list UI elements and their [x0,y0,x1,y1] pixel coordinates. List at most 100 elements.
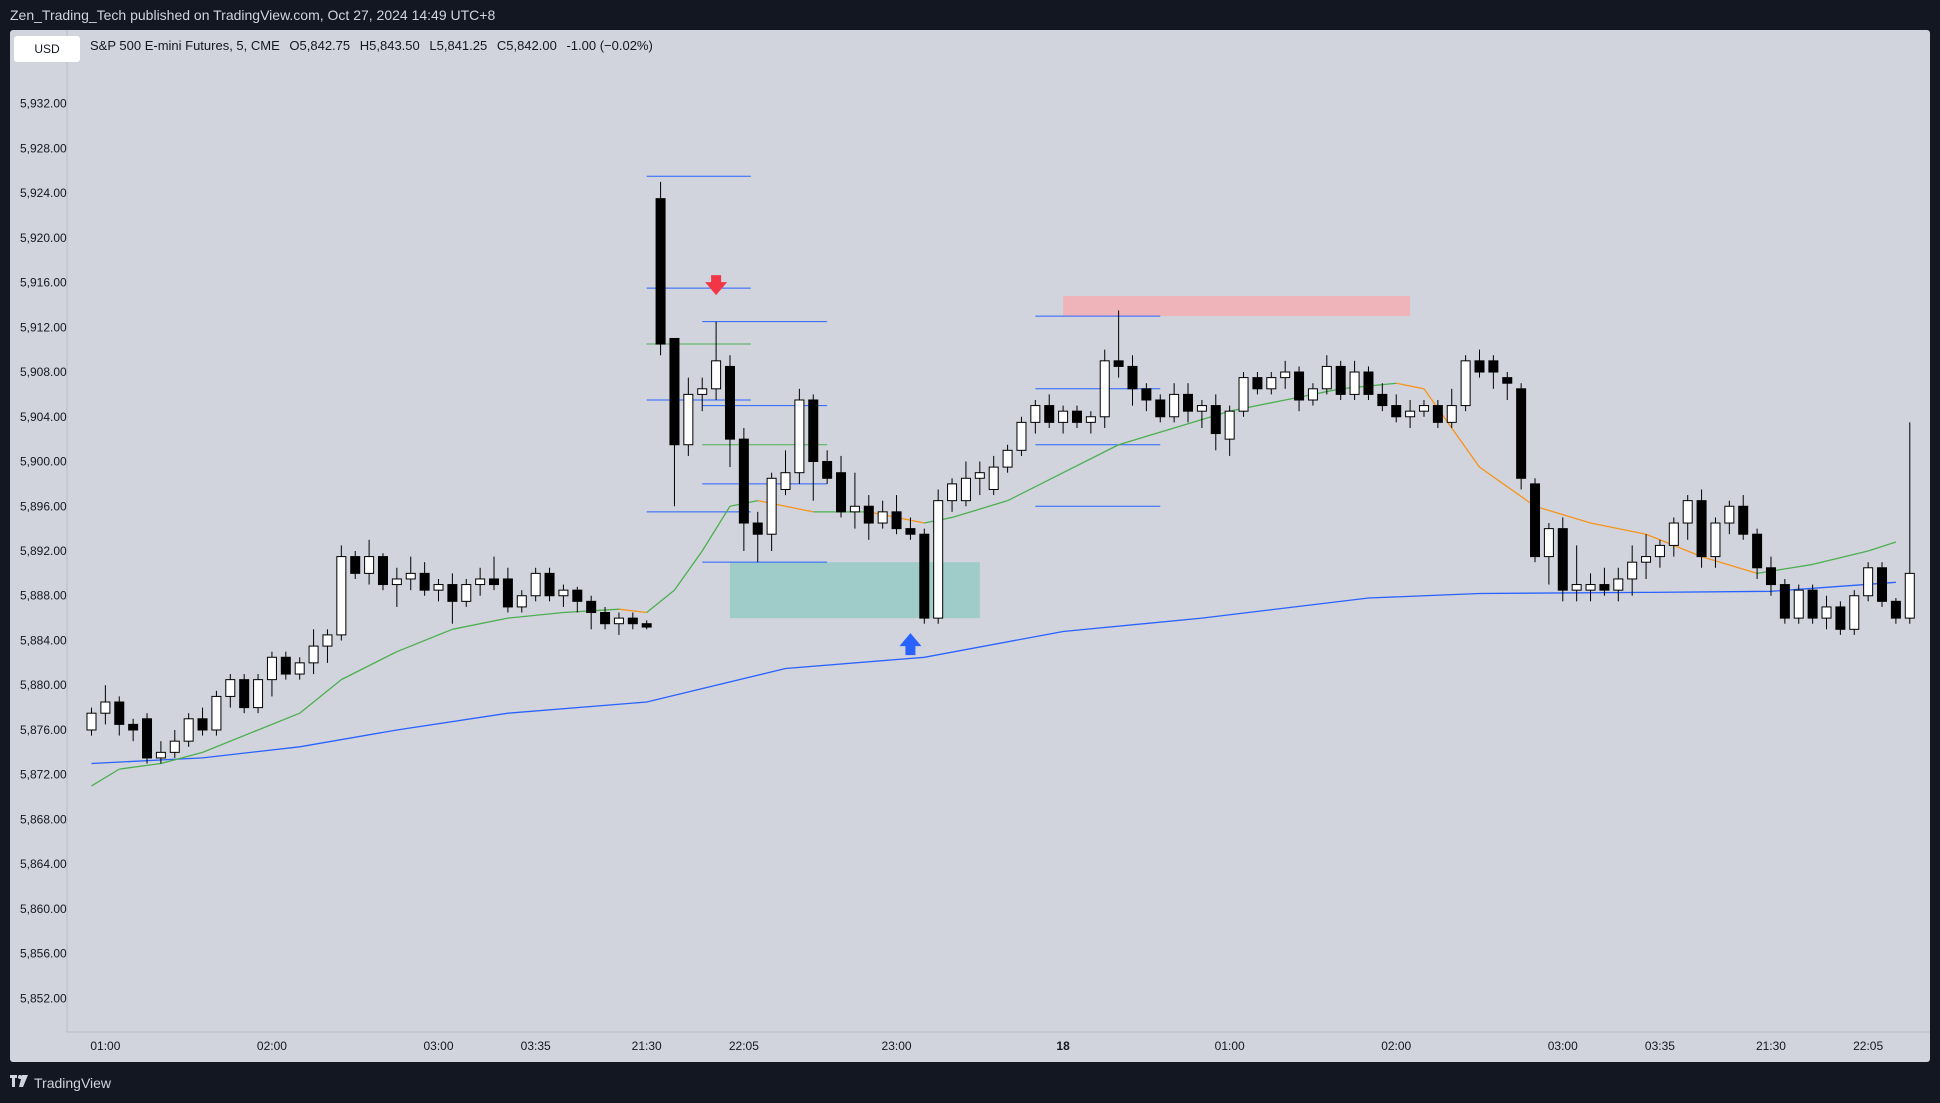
price-tick-label: 5,900.00 [20,455,67,469]
ema-short-segment [452,617,509,630]
candle-body [1724,505,1735,524]
candle-body [1488,360,1499,373]
candle-body [391,578,402,586]
ema-short-segment [1867,541,1897,552]
candle-body [836,472,847,513]
ema-short-segment [1118,427,1175,446]
candle-body [461,584,472,602]
candle-body [1391,405,1402,418]
time-tick-label: 01:00 [1215,1039,1245,1053]
candle-body [1668,522,1679,546]
candle-body [1238,377,1249,412]
candle-body [544,572,555,597]
ema-short-segment [1756,563,1813,575]
candle-body [1127,365,1138,390]
price-tick-label: 5,872.00 [20,768,67,782]
time-tick-label: 03:35 [521,1039,551,1053]
candle-body [364,556,375,574]
ema-short-segment [257,712,300,731]
ema-short-segment [673,550,703,591]
currency-button[interactable]: USD [14,36,80,62]
supply-zone [1063,295,1411,317]
candle-body [1460,360,1471,407]
candle-body [1516,388,1527,479]
candle-body [863,505,874,524]
legend-high: H5,843.50 [359,38,420,53]
candle-body [502,578,513,608]
candle-body [891,511,902,530]
candle-body [1530,483,1541,558]
candle-body [1016,421,1027,451]
candle-body [489,578,500,586]
candle-body [308,645,319,664]
candle-body [1599,584,1610,591]
candle-body [350,556,361,574]
ema-short-segment [507,611,564,619]
candle-body [1294,371,1305,401]
candle-body [142,718,153,759]
chart-pane[interactable]: 5,932.00 5,928.00 5,924.00 5,920.00 5,916.00… [10,30,1930,1062]
ema-short-segment [1534,505,1591,524]
candle-body [1432,405,1443,423]
candle-body [919,533,930,619]
ema-short-segment [618,608,647,614]
ema-short-segment [91,768,120,787]
time-tick-label: 03:00 [423,1039,453,1053]
candle-body [1252,377,1263,390]
price-tick-label: 5,908.00 [20,365,67,379]
price-tick-label: 5,892.00 [20,544,67,558]
candle-body [253,679,264,709]
price-tick-label: 5,924.00 [20,186,67,200]
candle-body [294,662,305,675]
candle-body [1335,365,1346,395]
candle-body [1169,393,1180,418]
candle-body [1863,567,1874,597]
ema-short-segment [951,500,1008,519]
tradingview-logo-icon [10,1072,28,1094]
candle-body [572,589,583,602]
candle-body [447,584,458,602]
candle-body [1321,365,1332,390]
candle-body [1502,377,1513,384]
time-tick-label: 21:30 [632,1039,662,1053]
candle-body [183,718,194,742]
candle-body [1058,410,1069,423]
footer-brand[interactable]: TradingView [10,1072,111,1094]
candle-body [1446,405,1457,423]
candle-body [974,472,985,479]
candle-body [1307,388,1318,401]
candle-body [780,472,791,490]
ema-short-segment [341,651,398,681]
candlestick-chart[interactable]: 5,932.00 5,928.00 5,924.00 5,920.00 5,916.00… [10,30,1930,1062]
price-tick-label: 5,888.00 [20,589,67,603]
candle-body [100,701,111,714]
price-tick-label: 5,932.00 [20,97,67,111]
time-tick-label: 03:00 [1548,1039,1578,1053]
candle-body [1099,360,1110,418]
candle-body [988,466,999,490]
ema-short-segment [646,589,675,614]
candle-body [808,399,819,463]
price-tick-label: 5,864.00 [20,857,67,871]
candle-body [1141,388,1152,401]
ema-short-segment [1701,555,1758,574]
price-tick-label: 5,912.00 [20,320,67,334]
price-tick-label: 5,856.00 [20,947,67,961]
candle-body [475,578,486,586]
candle-body [947,483,958,502]
arrow-up-icon [899,633,922,656]
candle-body [877,511,888,524]
candle-body [266,656,277,681]
price-tick-label: 5,916.00 [20,276,67,290]
ema-short-segment [202,729,259,753]
candle-body [128,723,139,731]
candle-body [822,461,833,479]
candle-body [225,679,236,697]
legend-close: C5,842.00 [496,38,557,53]
candle-body [419,572,430,591]
candle-body [1849,595,1860,630]
price-tick-label: 5,928.00 [20,141,67,155]
candle-body [960,477,971,502]
candle-body [1696,500,1707,558]
time-tick-label: 21:30 [1756,1039,1786,1053]
